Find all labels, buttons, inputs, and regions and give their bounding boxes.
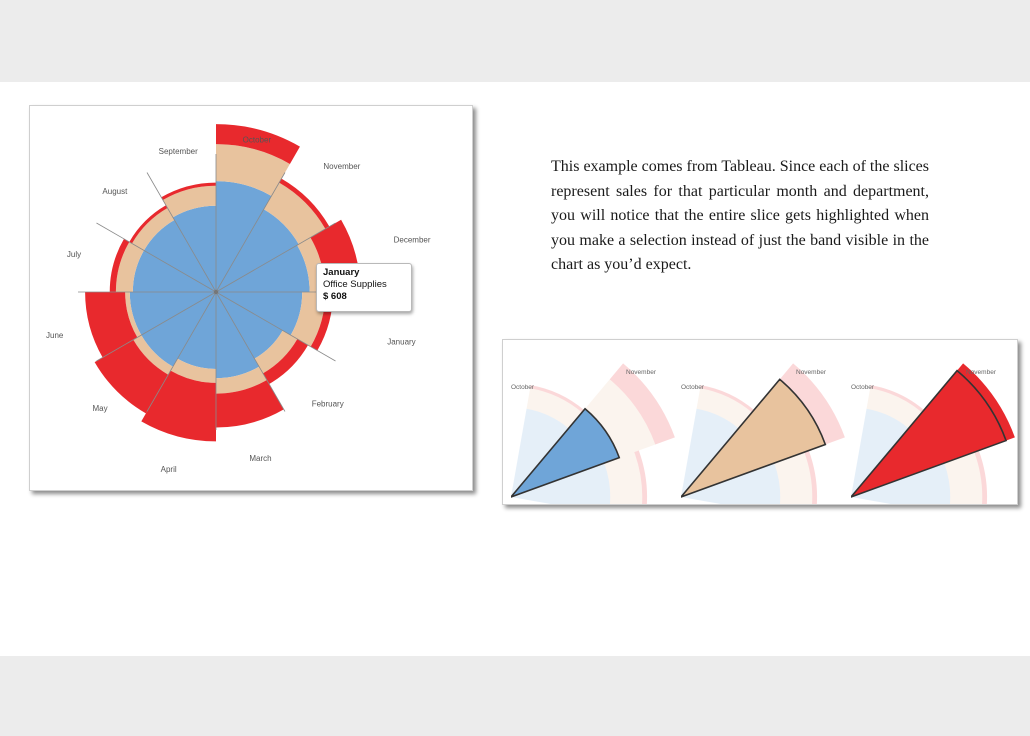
month-label-october: October <box>243 135 272 144</box>
bar-technology-october[interactable] <box>161 182 216 200</box>
bar-technology-april[interactable] <box>216 380 284 428</box>
bar-technology-june[interactable] <box>94 339 169 414</box>
thumb-highlight-slice[interactable] <box>681 378 827 498</box>
thumb-bar-oct-office_supplies <box>511 408 569 497</box>
month-label-june: June <box>46 331 64 340</box>
spoke-line <box>215 172 286 293</box>
thumb-bar-dec-furniture <box>774 452 813 504</box>
thumb-bar-dec-office_supplies <box>681 463 781 504</box>
bar-office_supplies-january[interactable] <box>216 245 310 292</box>
bar-office_supplies-july[interactable] <box>129 292 216 336</box>
bar-office_supplies-april[interactable] <box>216 292 260 379</box>
thumb-bar-oct-furniture <box>696 388 752 429</box>
bar-technology-august[interactable] <box>109 238 130 292</box>
tooltip-value: $ 608 <box>323 291 347 302</box>
month-label-april: April <box>161 465 177 474</box>
bar-office_supplies-june[interactable] <box>141 292 216 367</box>
spoke-line <box>96 222 217 293</box>
thumb-bar-oct-furniture <box>866 388 922 429</box>
center-dot <box>213 289 219 295</box>
month-label-july: July <box>67 250 81 259</box>
thumb-bar-nov-furniture <box>585 379 656 458</box>
bar-furniture-december[interactable] <box>263 182 326 245</box>
thumb-bar-nov-technology <box>779 363 845 445</box>
tooltip-month: January <box>323 267 360 278</box>
thumb-label-november: November <box>626 369 657 376</box>
bar-technology-may[interactable] <box>141 370 216 442</box>
thumb-label-october: October <box>851 384 875 391</box>
thumb-bar-dec-furniture <box>604 452 643 504</box>
thumb-bar-dec-technology <box>804 450 817 504</box>
thumbnail-panel-2 <box>681 363 845 504</box>
bar-office_supplies-september[interactable] <box>143 219 216 292</box>
thumb-bar-nov-technology <box>609 363 675 445</box>
month-label-august: August <box>102 187 128 196</box>
bar-technology-march[interactable] <box>262 338 309 385</box>
thumb-bar-oct-technology <box>530 385 585 413</box>
thumb-bar-dec-technology <box>974 450 987 504</box>
bar-office_supplies-october[interactable] <box>172 205 216 292</box>
thumb-label-october: October <box>681 384 705 391</box>
spoke-line <box>146 172 217 293</box>
thumb-bar-dec-office_supplies <box>851 463 951 504</box>
thumb-bar-oct-office_supplies <box>851 408 909 497</box>
bar-technology-july[interactable] <box>85 292 138 358</box>
bar-furniture-august[interactable] <box>115 241 144 292</box>
spoke-line <box>146 291 217 412</box>
bar-office_supplies-august[interactable] <box>132 250 216 292</box>
radial-chart: January February March April May June July Augu… <box>46 124 431 474</box>
bar-office_supplies-march[interactable] <box>216 292 283 359</box>
month-label-december: December <box>394 235 431 244</box>
month-label-february: February <box>312 400 344 409</box>
selection-thumbnails-frame: October November October November October Nov… <box>502 339 1018 505</box>
thumb-label-november: November <box>796 369 827 376</box>
thumb-highlight-slice[interactable] <box>511 407 621 498</box>
tooltip-department: Office Supplies <box>323 279 387 290</box>
bar-office_supplies-february[interactable] <box>216 292 303 336</box>
thumb-label-october: October <box>511 384 535 391</box>
thumbnail-panel-1 <box>511 363 675 504</box>
bar-technology-november[interactable] <box>216 124 300 164</box>
bar-technology-december[interactable] <box>279 178 330 229</box>
thumb-bar-oct-technology <box>700 385 755 413</box>
month-label-september: September <box>159 147 198 156</box>
bar-technology-september[interactable] <box>129 205 168 244</box>
spoke-line <box>96 291 217 362</box>
bar-furniture-may[interactable] <box>170 358 216 383</box>
spoke-line <box>215 222 336 293</box>
bar-furniture-march[interactable] <box>254 330 298 374</box>
month-label-january: January <box>387 338 415 347</box>
thumb-bar-oct-furniture <box>526 388 582 429</box>
bar-furniture-september[interactable] <box>131 207 175 251</box>
bar-office_supplies-november[interactable] <box>216 181 272 292</box>
bar-office_supplies-december[interactable] <box>216 209 299 292</box>
selection-thumbnails: October November October November October Nov… <box>511 363 1015 504</box>
spoke-line <box>215 291 336 362</box>
bar-furniture-april[interactable] <box>216 366 267 394</box>
thumb-highlight-slice[interactable] <box>851 369 1008 498</box>
thumb-bar-dec-technology <box>634 450 647 504</box>
thumbnail-panel-3 <box>851 363 1015 504</box>
month-label-may: May <box>92 404 107 413</box>
thumb-bar-dec-office_supplies <box>511 463 611 504</box>
bar-furniture-november[interactable] <box>216 144 290 196</box>
month-label-march: March <box>249 454 271 463</box>
main-chart-frame: January February March April May June July Augu… <box>29 105 473 491</box>
bar-furniture-october[interactable] <box>162 185 216 218</box>
description-paragraph: This example comes from Tableau. Since e… <box>551 158 930 273</box>
thumb-bar-oct-office_supplies <box>681 408 739 497</box>
thumb-bar-dec-furniture <box>944 452 983 504</box>
bar-furniture-june[interactable] <box>133 335 173 375</box>
spoke-line <box>215 291 286 412</box>
bar-office_supplies-may[interactable] <box>177 292 217 369</box>
bar-furniture-july[interactable] <box>125 292 142 338</box>
tooltip: January Office Supplies $ 608 <box>316 263 412 312</box>
month-label-november: November <box>323 162 360 171</box>
thumb-label-november: November <box>966 369 997 376</box>
thumb-bar-oct-technology <box>870 385 925 413</box>
